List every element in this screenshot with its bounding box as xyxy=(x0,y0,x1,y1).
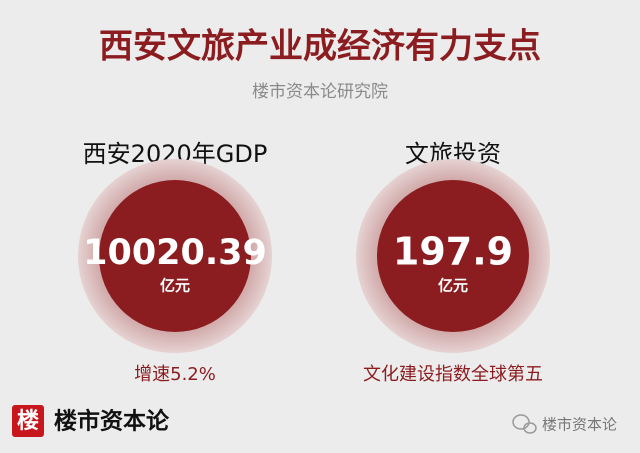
item-unit: 亿元 xyxy=(160,277,190,295)
logo: 楼 xyxy=(17,409,39,434)
brand: 楼市资本论 xyxy=(54,408,170,435)
item-unit: 亿元 xyxy=(438,277,468,295)
items: 西安2020年GDP10020.39亿元增速5.2%文旅投资197.9亿元文化建… xyxy=(78,140,550,385)
logo-box xyxy=(12,405,44,437)
item-value: 10020.39 xyxy=(83,233,267,273)
item-note: 文化建设指数全球第五 xyxy=(363,364,543,385)
item-note: 增速5.2% xyxy=(134,364,216,385)
inner-circle xyxy=(377,180,529,332)
item-value: 197.9 xyxy=(393,230,513,274)
wechat-icon xyxy=(512,414,537,434)
inner-circle xyxy=(99,180,251,332)
title: 西安文旅产业成经济有力支点 xyxy=(99,27,541,67)
subtitle: 楼市资本论研究院 xyxy=(252,82,388,102)
watermark: 楼市资本论 xyxy=(542,416,617,434)
